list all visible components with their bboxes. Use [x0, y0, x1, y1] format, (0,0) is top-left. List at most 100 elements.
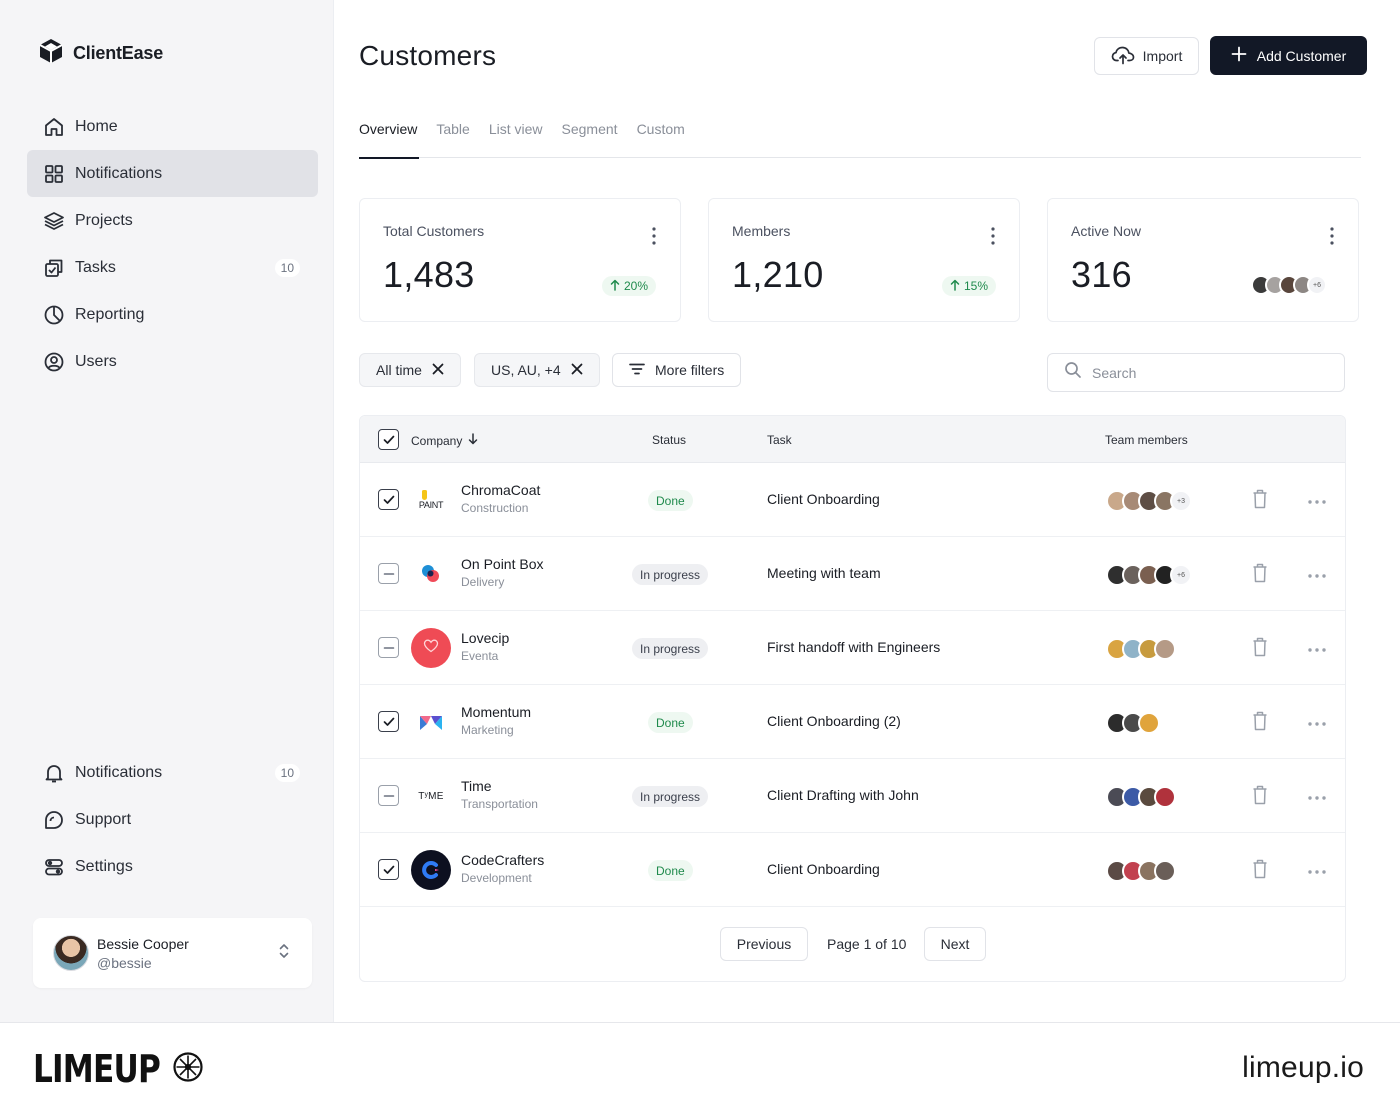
company-sector: Transportation: [461, 797, 538, 811]
trend-value: 15%: [964, 279, 989, 293]
tab-table[interactable]: Table: [436, 121, 470, 137]
add-customer-button[interactable]: Add Customer: [1210, 36, 1367, 75]
avatar: [53, 935, 89, 971]
table-row[interactable]: Momentum Marketing Done Client Onboardin…: [360, 685, 1345, 759]
table-row[interactable]: On Point Box Delivery In progress Meetin…: [360, 537, 1345, 611]
tab-custom[interactable]: Custom: [636, 121, 685, 137]
trend-value: 20%: [624, 279, 649, 293]
kebab-menu-icon[interactable]: [652, 227, 656, 250]
more-horizontal-icon[interactable]: [1308, 639, 1326, 657]
sidebar-item-notifications-bottom[interactable]: Notifications 10: [27, 749, 318, 796]
chevron-up-down-icon[interactable]: [278, 942, 290, 965]
more-filters-label: More filters: [655, 362, 725, 378]
website-url[interactable]: limeup.io: [1242, 1051, 1364, 1084]
user-handle: @bessie: [97, 954, 152, 971]
more-filters-button[interactable]: More filters: [612, 353, 742, 387]
user-account-switcher[interactable]: Bessie Cooper @bessie: [33, 918, 312, 988]
limeup-logo: LIMEUP: [33, 1047, 204, 1091]
status-column-header[interactable]: Status: [652, 433, 687, 447]
import-button[interactable]: Import: [1094, 37, 1199, 75]
row-checkbox[interactable]: [378, 859, 399, 880]
tab-list-view[interactable]: List view: [488, 121, 543, 137]
arrow-up-icon: [950, 279, 960, 294]
task-text: Client Onboarding (2): [767, 713, 901, 729]
filter-chip-label: US, AU, +4: [491, 362, 561, 378]
status-badge: In progress: [632, 786, 709, 807]
team-avatars: [1106, 712, 1160, 734]
table-row[interactable]: TʸME Time Transportation In progress Cli…: [360, 759, 1345, 833]
row-checkbox[interactable]: [378, 711, 399, 732]
more-horizontal-icon[interactable]: [1308, 787, 1326, 805]
previous-page-button[interactable]: Previous: [720, 927, 808, 961]
sidebar-item-label: Notifications: [75, 164, 163, 182]
row-checkbox[interactable]: [378, 563, 399, 584]
table-row[interactable]: Lovecip Eventa In progress First handoff…: [360, 611, 1345, 685]
close-icon[interactable]: [571, 362, 583, 378]
bell-icon: [43, 762, 65, 784]
avatar: [1154, 638, 1176, 660]
brand[interactable]: ClientEase: [37, 37, 163, 70]
company-column-header[interactable]: Company: [411, 433, 478, 448]
table-row[interactable]: PAINT ChromaCoat Construction Done Clien…: [360, 463, 1345, 537]
avatar: [1154, 786, 1176, 808]
row-checkbox[interactable]: [378, 785, 399, 806]
tasks-icon: [43, 257, 65, 279]
trash-icon[interactable]: [1252, 489, 1268, 514]
status-badge: Done: [648, 490, 693, 511]
tab-segment[interactable]: Segment: [561, 121, 618, 137]
trash-icon[interactable]: [1252, 711, 1268, 736]
sidebar-item-support[interactable]: Support: [27, 796, 318, 843]
trash-icon[interactable]: [1252, 785, 1268, 810]
more-horizontal-icon[interactable]: [1308, 861, 1326, 879]
limeup-wordmark: LIMEUP: [33, 1047, 161, 1091]
user-circle-icon: [43, 351, 65, 373]
company-name: CodeCrafters: [461, 852, 545, 868]
filter-chip-countries[interactable]: US, AU, +4: [474, 353, 600, 387]
sidebar-item-notifications[interactable]: Notifications: [27, 150, 318, 197]
sidebar-item-settings[interactable]: Settings: [27, 843, 318, 890]
team-avatars: +3: [1106, 490, 1192, 512]
sidebar-item-tasks[interactable]: Tasks 10: [27, 244, 318, 291]
kebab-menu-icon[interactable]: [991, 227, 995, 250]
user-info: Bessie Cooper @bessie: [97, 936, 189, 971]
stat-label: Total Customers: [383, 223, 485, 239]
tab-overview[interactable]: Overview: [359, 110, 420, 159]
row-checkbox[interactable]: [378, 489, 399, 510]
sidebar-item-users[interactable]: Users: [27, 338, 318, 385]
team-avatars: [1106, 638, 1176, 660]
trash-icon[interactable]: [1252, 563, 1268, 588]
task-column-header[interactable]: Task: [767, 433, 792, 447]
more-horizontal-icon[interactable]: [1308, 491, 1326, 509]
table-row[interactable]: CodeCrafters Development Done Client Onb…: [360, 833, 1345, 907]
add-customer-label: Add Customer: [1256, 47, 1347, 64]
more-avatars-count: +6: [1307, 275, 1327, 295]
branding-footer: LIMEUP limeup.io: [0, 1022, 1400, 1098]
sidebar-item-label: Tasks: [75, 258, 116, 276]
next-page-button[interactable]: Next: [924, 927, 986, 961]
arrow-up-icon: [610, 279, 620, 294]
company-sector: Marketing: [461, 723, 514, 737]
company-logo-text: PAINT: [418, 500, 444, 510]
select-all-checkbox[interactable]: [378, 429, 399, 450]
search-icon: [1064, 361, 1082, 384]
search-field[interactable]: [1047, 353, 1345, 392]
close-icon[interactable]: [432, 362, 444, 378]
trash-icon[interactable]: [1252, 859, 1268, 884]
more-horizontal-icon[interactable]: [1308, 565, 1326, 583]
kebab-menu-icon[interactable]: [1330, 227, 1334, 250]
sidebar-item-projects[interactable]: Projects: [27, 197, 318, 244]
company-name: Momentum: [461, 704, 532, 720]
trash-icon[interactable]: [1252, 637, 1268, 662]
sidebar-item-label: Support: [75, 810, 132, 828]
sidebar-item-home[interactable]: Home: [27, 103, 318, 150]
sidebar-item-reporting[interactable]: Reporting: [27, 291, 318, 338]
row-checkbox[interactable]: [378, 637, 399, 658]
view-tabs: Overview Table List view Segment Custom: [359, 110, 1361, 159]
task-text: Meeting with team: [767, 565, 881, 581]
search-input[interactable]: [1092, 364, 1322, 381]
team-members-column-header[interactable]: Team members: [1105, 433, 1188, 447]
filter-chip-all-time[interactable]: All time: [359, 353, 461, 387]
stat-card-members: Members 1,210 15%: [708, 198, 1020, 322]
more-horizontal-icon[interactable]: [1308, 713, 1326, 731]
sidebar-item-label: Home: [75, 117, 118, 135]
